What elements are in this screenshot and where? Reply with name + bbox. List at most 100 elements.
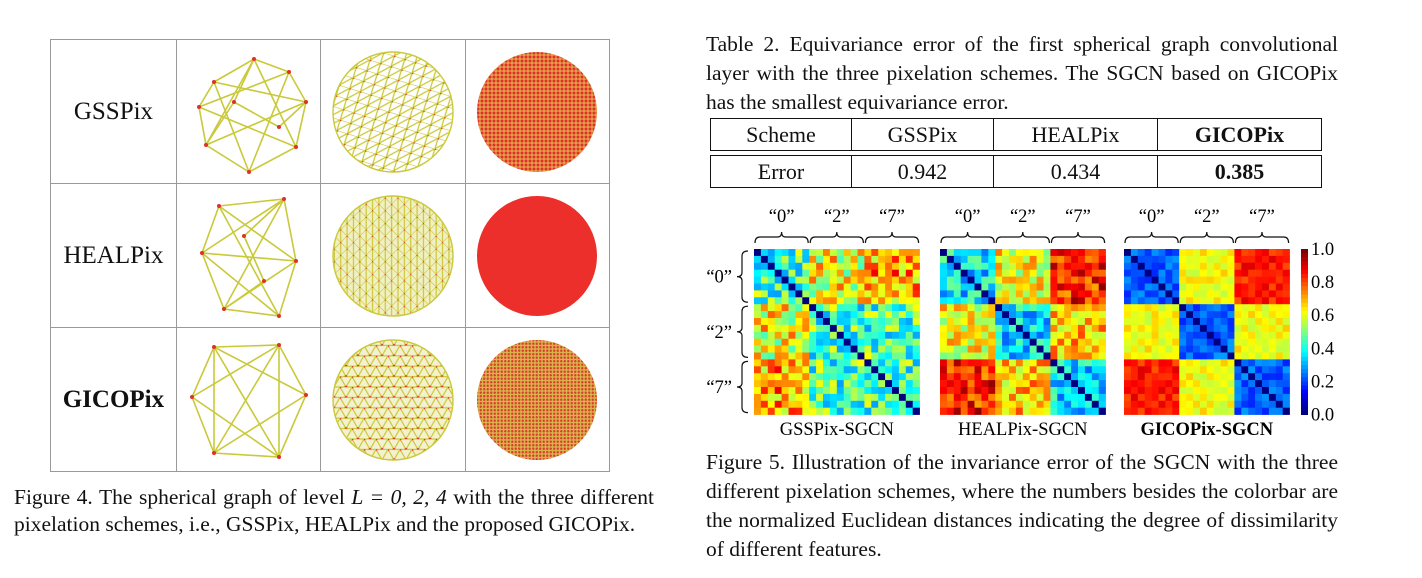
heatmap-cell — [940, 318, 948, 326]
heatmap-cell — [1199, 304, 1208, 312]
heatmap-cell — [1275, 380, 1283, 388]
heatmap-cell — [836, 380, 844, 388]
heatmap-cell — [1050, 304, 1058, 312]
heatmap-cell — [1262, 297, 1270, 305]
heatmap-cell — [1057, 400, 1065, 408]
heatmap-cell — [1009, 387, 1017, 395]
heatmap-cell — [1130, 400, 1139, 408]
heatmap-cell — [1241, 373, 1249, 381]
heatmap-cell — [795, 290, 803, 298]
heatmap-cell — [1137, 359, 1145, 367]
heatmap-cell — [1130, 387, 1139, 395]
heatmap-cell — [1158, 304, 1166, 312]
heatmap-cell — [1282, 297, 1290, 305]
heatmap-cell — [885, 407, 893, 415]
heatmap-cell — [1078, 380, 1086, 388]
heatmap-cell — [988, 359, 996, 367]
heatmap-cell — [1179, 290, 1187, 298]
heatmap-cell — [967, 290, 975, 298]
heatmap-cell — [1248, 324, 1256, 333]
heatmap-cell — [850, 359, 858, 367]
heatmap-cell — [1234, 297, 1242, 305]
group-label: “2” — [824, 207, 850, 227]
heatmap-cell — [1084, 311, 1093, 319]
row-brace — [736, 305, 749, 358]
heatmap-cell — [892, 283, 900, 291]
heatmap-cell — [767, 331, 775, 339]
heatmap-cell — [864, 304, 872, 312]
heatmap-cell — [1282, 331, 1290, 339]
heatmap-cell — [857, 318, 865, 326]
heatmap-cell — [1268, 297, 1277, 305]
heatmap-cell — [1043, 352, 1051, 360]
heatmap-cell — [1275, 283, 1283, 291]
heatmap-cell — [871, 283, 879, 291]
heatmap-cell — [760, 249, 769, 257]
heatmap-cell — [1091, 366, 1099, 374]
heatmap-cell — [995, 283, 1003, 291]
heatmap-cell — [1186, 373, 1194, 381]
heatmap-cell — [829, 359, 838, 367]
heatmap-cell — [1151, 297, 1159, 305]
heatmap-cell — [892, 352, 900, 360]
heatmap-cell — [1091, 400, 1099, 408]
heatmap-cell — [1206, 283, 1214, 291]
heatmap-cell — [905, 400, 913, 408]
heatmap-cell — [953, 304, 961, 312]
heatmap-cell — [1241, 387, 1249, 395]
heatmap-cell — [1130, 249, 1139, 257]
heatmap-cell — [953, 366, 961, 374]
heatmap-cell — [1078, 373, 1086, 381]
heatmap-cell — [940, 276, 948, 284]
heatmap-cell — [981, 283, 989, 291]
heatmap-cell — [1098, 276, 1106, 284]
table2-caption: Table 2. Equivariance error of the first… — [706, 32, 1338, 114]
colorbar-segment — [1301, 389, 1308, 395]
heatmap-cell — [1002, 324, 1010, 333]
heatmap-cell — [1137, 352, 1145, 360]
heatmap-cell — [1255, 283, 1263, 291]
heatmap-cell — [885, 311, 893, 319]
row-label: “2” — [706, 323, 732, 343]
heatmap-cell — [946, 276, 955, 284]
heatmap-cell — [988, 311, 996, 319]
heatmap-cell — [1084, 366, 1093, 374]
heatmap-cell — [1050, 318, 1058, 326]
heatmap-cell — [1144, 304, 1152, 312]
colorbar-segment — [1301, 348, 1308, 353]
heatmap-cell — [1144, 387, 1152, 395]
heatmap-cell — [1084, 269, 1093, 277]
heatmap-cell — [1227, 249, 1235, 257]
heatmap-cell — [1130, 407, 1139, 415]
heatmap-cell — [1050, 393, 1058, 402]
heatmap-cell — [781, 393, 789, 402]
heatmap-cell — [1248, 338, 1256, 346]
heatmap-cell — [871, 331, 879, 339]
heatmap-cell — [1022, 276, 1030, 284]
heatmap-cell — [1043, 373, 1051, 381]
heatmap-cell — [1084, 352, 1093, 360]
heatmap-cell — [974, 380, 982, 388]
heatmap-cell — [864, 366, 872, 374]
heatmap-cell — [967, 338, 975, 346]
heatmap-cell — [1227, 324, 1235, 333]
table2-header-healpix: HEALPix — [993, 118, 1158, 151]
heatmap-cell — [898, 387, 907, 395]
heatmap-cell — [898, 269, 907, 277]
heatmap-cell — [912, 297, 920, 305]
heatmap-cell — [1186, 318, 1194, 326]
heatmap-cell — [1234, 331, 1242, 339]
heatmap-cell — [1036, 262, 1044, 270]
heatmap-cell — [1199, 393, 1208, 402]
heatmap-cell — [1275, 345, 1283, 353]
heatmap-cell — [885, 304, 893, 312]
heatmap-cell — [836, 324, 844, 333]
heatmap-cell — [1064, 380, 1072, 388]
heatmap-cell — [1144, 407, 1152, 415]
heatmap-cell — [1002, 318, 1010, 326]
heatmap-cell — [1029, 249, 1037, 257]
heatmap-cell — [1009, 276, 1017, 284]
heatmap-cell — [974, 262, 982, 270]
heatmap-cell — [829, 345, 838, 353]
heatmap-cell — [1199, 400, 1208, 408]
